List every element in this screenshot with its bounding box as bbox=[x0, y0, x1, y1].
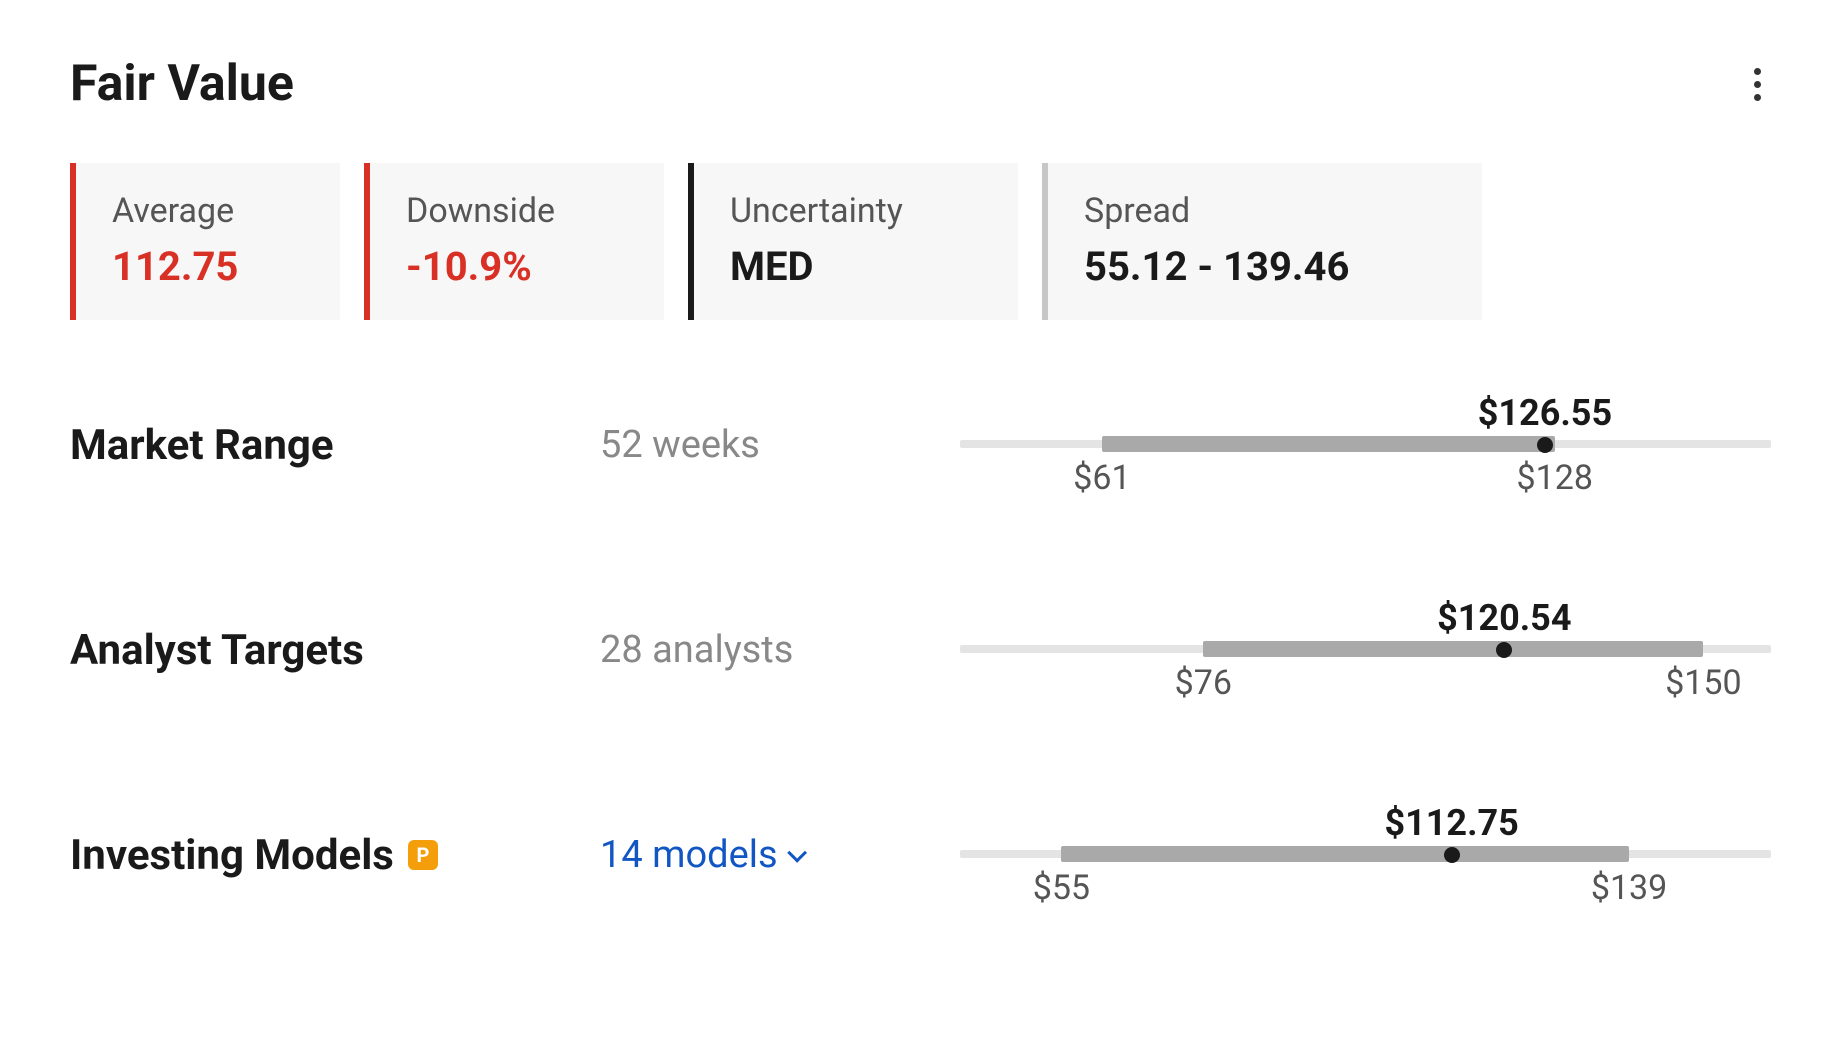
card-value: 55.12 - 139.46 bbox=[1084, 243, 1450, 290]
card-value: 112.75 bbox=[112, 243, 308, 290]
range-current-value: $126.55 bbox=[1478, 392, 1612, 434]
range-min-value: $61 bbox=[1073, 458, 1130, 498]
card-value: -10.9% bbox=[406, 243, 632, 290]
range-current-dot bbox=[1496, 642, 1512, 658]
summary-card[interactable]: Downside -10.9% bbox=[364, 163, 664, 320]
summary-card[interactable]: Spread 55.12 - 139.46 bbox=[1042, 163, 1482, 320]
chevron-down-icon bbox=[787, 843, 807, 863]
summary-card[interactable]: Uncertainty MED bbox=[688, 163, 1018, 320]
range-max-value: $128 bbox=[1517, 458, 1593, 498]
card-label: Average bbox=[112, 191, 308, 231]
range-current-value: $120.54 bbox=[1437, 597, 1571, 639]
card-label: Uncertainty bbox=[730, 191, 986, 231]
range-label: Analyst Targets bbox=[70, 626, 600, 675]
models-dropdown[interactable]: 14 models bbox=[600, 833, 960, 877]
range-label: Investing ModelsP bbox=[70, 831, 600, 880]
range-fill bbox=[1061, 846, 1629, 862]
summary-card[interactable]: Average 112.75 bbox=[70, 163, 340, 320]
range-slider: $112.75$55$139 bbox=[960, 810, 1771, 900]
range-meta: 52 weeks bbox=[600, 423, 960, 467]
range-row: Analyst Targets28 analysts$120.54$76$150 bbox=[70, 605, 1771, 695]
range-row: Investing ModelsP14 models$112.75$55$139 bbox=[70, 810, 1771, 900]
range-current-dot bbox=[1444, 847, 1460, 863]
range-label: Market Range bbox=[70, 421, 600, 470]
range-current-dot bbox=[1537, 437, 1553, 453]
range-max-value: $150 bbox=[1665, 663, 1741, 703]
range-row: Market Range52 weeks$126.55$61$128 bbox=[70, 400, 1771, 490]
range-min-value: $55 bbox=[1033, 868, 1090, 908]
summary-cards: Average 112.75 Downside -10.9% Uncertainty ME… bbox=[70, 163, 1771, 320]
card-label: Downside bbox=[406, 191, 632, 231]
range-current-value: $112.75 bbox=[1384, 802, 1518, 844]
pro-badge-icon: P bbox=[408, 840, 438, 870]
range-min-value: $76 bbox=[1175, 663, 1232, 703]
range-fill bbox=[1203, 641, 1703, 657]
card-label: Spread bbox=[1084, 191, 1450, 231]
range-meta: 28 analysts bbox=[600, 628, 960, 672]
range-fill bbox=[1102, 436, 1555, 452]
range-rows: Market Range52 weeks$126.55$61$128 Analys… bbox=[70, 400, 1771, 900]
more-options-icon[interactable] bbox=[1744, 58, 1771, 111]
card-value: MED bbox=[730, 243, 986, 290]
range-slider: $126.55$61$128 bbox=[960, 400, 1771, 490]
header: Fair Value bbox=[70, 55, 1771, 113]
page-title: Fair Value bbox=[70, 55, 294, 113]
range-slider: $120.54$76$150 bbox=[960, 605, 1771, 695]
range-max-value: $139 bbox=[1591, 868, 1667, 908]
